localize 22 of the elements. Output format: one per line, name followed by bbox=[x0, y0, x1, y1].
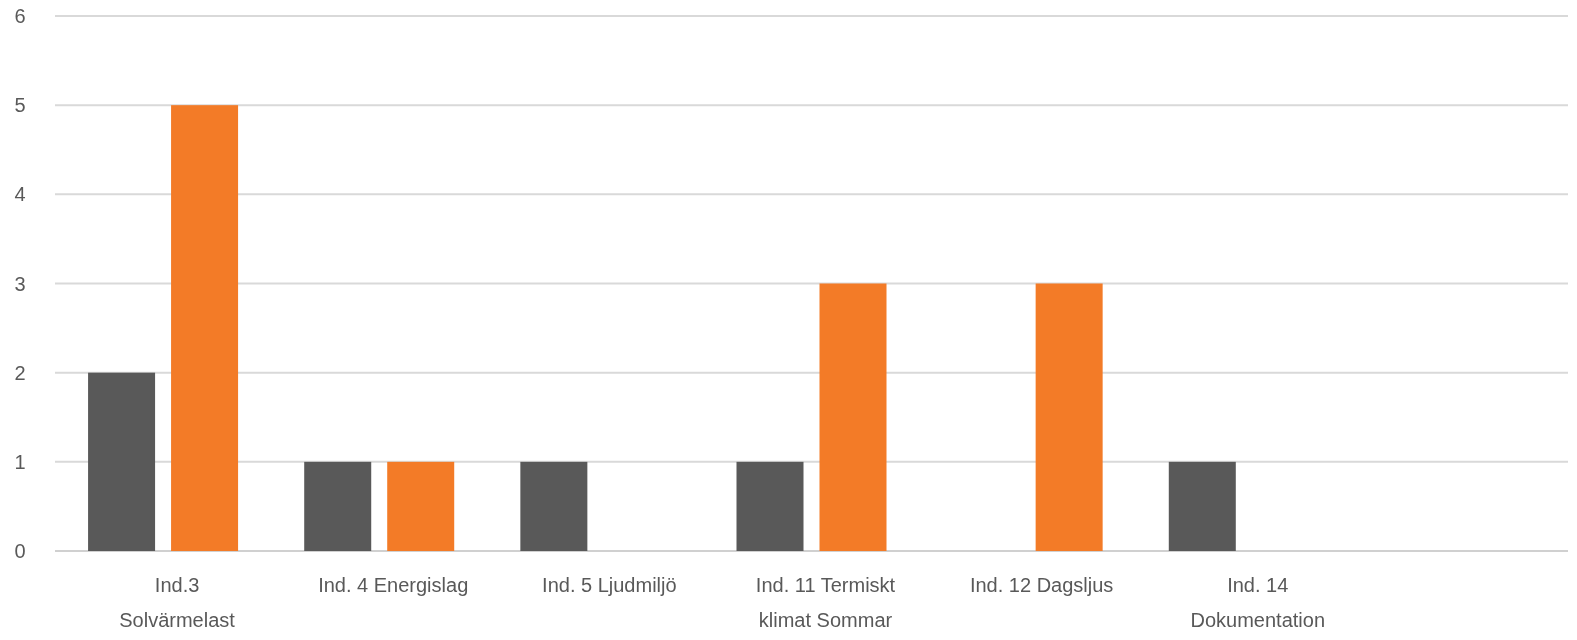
y-tick-label: 1 bbox=[14, 450, 26, 473]
y-tick-label: 3 bbox=[14, 272, 26, 295]
x-tick-label: Ind. 14 Dokumentation bbox=[1190, 574, 1326, 631]
bar bbox=[88, 372, 156, 551]
bar bbox=[387, 461, 455, 551]
bar bbox=[304, 461, 372, 551]
bar bbox=[1168, 461, 1236, 551]
bar bbox=[1035, 283, 1103, 551]
bar bbox=[171, 105, 239, 551]
y-tick-label: 4 bbox=[14, 183, 26, 206]
x-tick-label: Ind. 4 Energislag bbox=[318, 574, 469, 596]
x-tick-label: Ind. 5 Ljudmiljö bbox=[542, 574, 677, 596]
bar bbox=[736, 461, 804, 551]
y-tick-label: 0 bbox=[14, 540, 26, 562]
y-tick-label: 2 bbox=[14, 361, 26, 384]
x-tick-label: Ind. 12 Dagsljus bbox=[969, 574, 1114, 596]
x-tick-label: Ind.3 Solvärmelast bbox=[119, 574, 236, 631]
bar bbox=[520, 461, 588, 551]
y-tick-label: 5 bbox=[14, 94, 26, 117]
x-tick-label: Ind. 11 Termiskt klimat Sommar bbox=[755, 574, 896, 631]
y-tick-label: 6 bbox=[14, 5, 26, 27]
bar bbox=[819, 283, 887, 551]
